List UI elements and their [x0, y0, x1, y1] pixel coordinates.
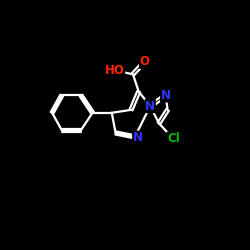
Text: Cl: Cl [167, 132, 180, 145]
Text: N: N [133, 131, 143, 144]
Text: N: N [161, 89, 171, 102]
Text: N: N [145, 100, 155, 112]
Text: O: O [140, 55, 149, 68]
Text: HO: HO [105, 64, 124, 77]
